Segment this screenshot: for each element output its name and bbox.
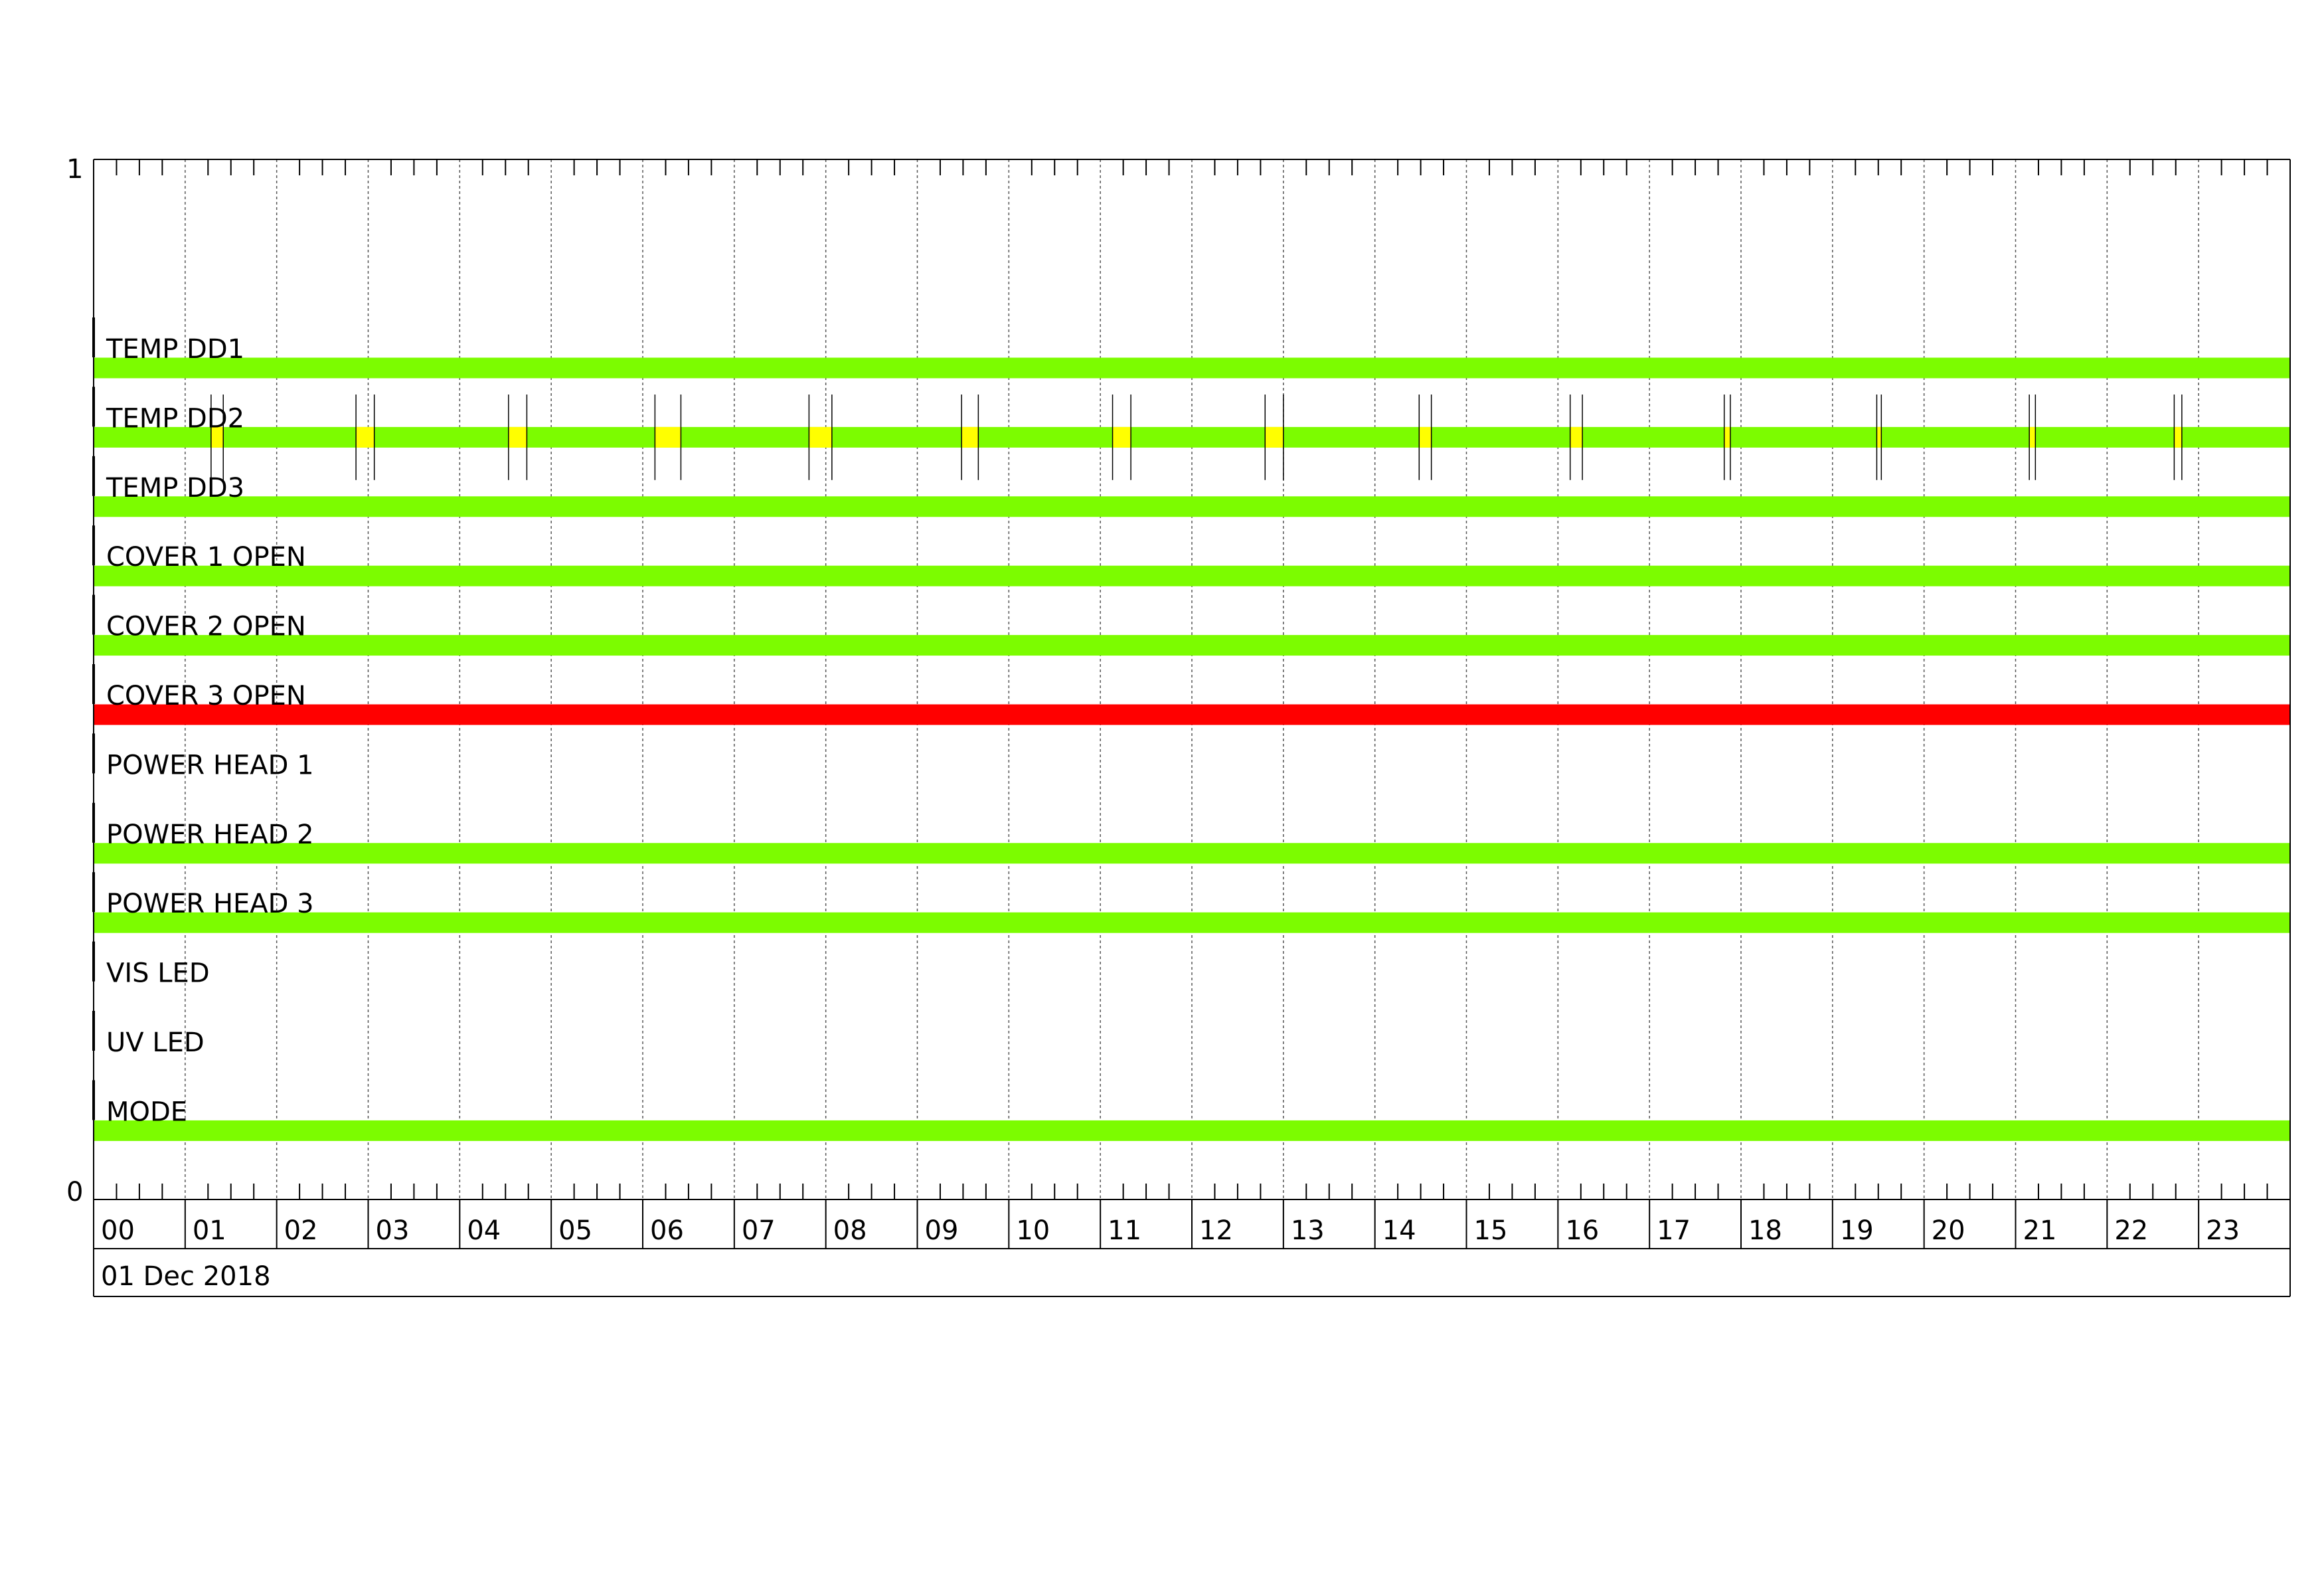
hour-tick-label: 11 [1108, 1215, 1141, 1246]
event-bar-warning [961, 426, 979, 448]
event-bar-warning [508, 426, 527, 448]
hour-tick-label: 21 [2023, 1215, 2057, 1246]
hour-tick-label: 08 [833, 1215, 867, 1246]
row-labels: TEMP DD1 TEMP DD2 TEMP DD3 COVER 1 OPEN COVE… [106, 334, 314, 1127]
hour-tick-label: 13 [1291, 1215, 1325, 1246]
hour-tick-label: 14 [1382, 1215, 1416, 1246]
y-top-label: 1 [66, 154, 83, 185]
row-label: COVER 2 OPEN [106, 612, 306, 642]
row-label: COVER 3 OPEN [106, 681, 306, 711]
hour-tick-label: 10 [1016, 1215, 1050, 1246]
event-bar-warning [1570, 426, 1583, 448]
event-bar-warning [356, 426, 374, 448]
date-label: 01 Dec 2018 [101, 1261, 271, 1292]
row-label: UV LED [106, 1027, 205, 1058]
event-bar-warning [1724, 426, 1730, 448]
hour-tick-label: 16 [1565, 1215, 1599, 1246]
event-bar-warning [2029, 426, 2036, 448]
hour-tick-label: 18 [1748, 1215, 1782, 1246]
hour-tick-label: 00 [101, 1215, 135, 1246]
row-label: TEMP DD3 [106, 473, 244, 503]
hour-tick-label: 09 [925, 1215, 959, 1246]
hour-tick-label: 07 [742, 1215, 776, 1246]
hour-tick-label: 12 [1199, 1215, 1233, 1246]
hour-tick-label: 02 [284, 1215, 318, 1246]
row-label: TEMP DD1 [106, 334, 244, 365]
hour-tick-label: 22 [2114, 1215, 2148, 1246]
row-label: POWER HEAD 3 [106, 889, 314, 919]
state-bar-ok [94, 565, 2290, 586]
hour-tick-label: 23 [2206, 1215, 2240, 1246]
row-label: POWER HEAD 2 [106, 820, 314, 850]
axes: 00 01 02 03 04 05 06 07 08 09 10 11 12 13 14 15 16 17 18 19… [92, 159, 2291, 1297]
row-label: MODE [106, 1097, 187, 1127]
hour-tick-label: 04 [467, 1215, 501, 1246]
state-bar-ok [94, 496, 2290, 517]
row-label: POWER HEAD 1 [106, 750, 314, 780]
hour-tick-label: 15 [1474, 1215, 1508, 1246]
state-bar-ok [94, 635, 2290, 656]
event-bar-warning [1876, 426, 1882, 448]
event-bar-warning [809, 426, 832, 448]
hour-tick-label: 20 [1932, 1215, 1965, 1246]
hour-tick-label: 17 [1657, 1215, 1691, 1246]
row-label: VIS LED [106, 958, 210, 989]
event-bar-warning [2174, 426, 2182, 448]
state-bar-alarm [94, 704, 2290, 725]
state-bar-ok [94, 357, 2290, 379]
event-bar-warning [1419, 426, 1432, 448]
state-bar-ok [94, 1120, 2290, 1141]
hour-tick-label: 03 [376, 1215, 410, 1246]
event-bar-warning [655, 426, 681, 448]
event-bar-warning [1265, 426, 1284, 448]
state-bar-ok [94, 426, 2290, 448]
hour-tick-label: 19 [1840, 1215, 1874, 1246]
state-bar-ok [94, 912, 2290, 933]
event-bar-warning [1112, 426, 1131, 448]
state-bars [94, 357, 2290, 1141]
row-label: TEMP DD2 [106, 403, 244, 434]
hour-tick-label: 01 [193, 1215, 226, 1246]
y-bottom-label: 0 [66, 1177, 83, 1207]
gridlines [185, 159, 2199, 1199]
hour-tick-label: 06 [650, 1215, 684, 1246]
hour-tick-label: 05 [558, 1215, 592, 1246]
state-bar-ok [94, 843, 2290, 864]
event-bar-warning [210, 426, 224, 448]
row-label: COVER 1 OPEN [106, 542, 306, 573]
